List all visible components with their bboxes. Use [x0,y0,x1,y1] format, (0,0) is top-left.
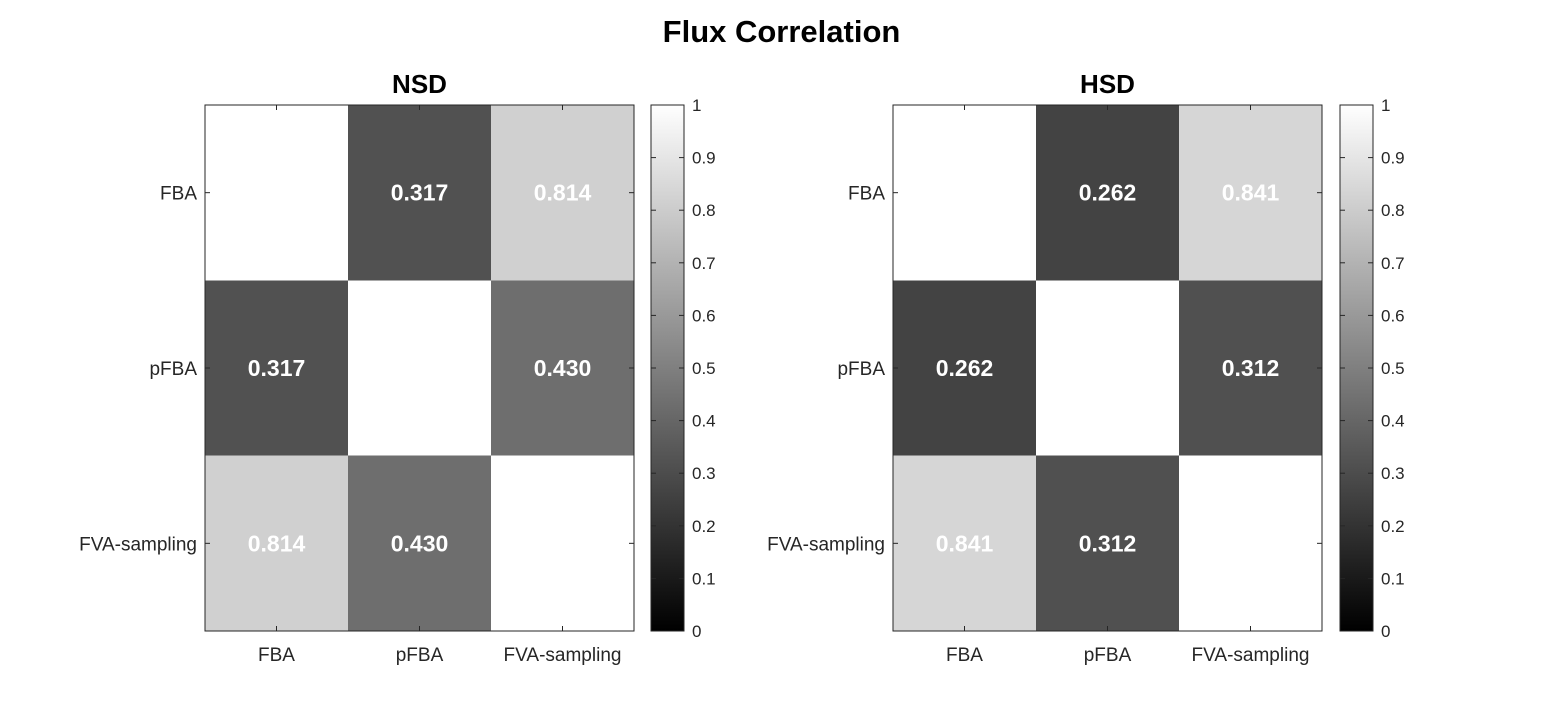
y-tick-label: FVA-sampling [767,534,885,555]
colorbar-tick-label: 0.4 [692,412,716,431]
colorbar-tick-label: 0 [1381,622,1390,641]
cell-value-label: 0.317 [248,355,306,381]
heatmap-cell [205,455,349,632]
heatmap-cell [348,105,492,281]
colorbar-tick-label: 0.6 [692,306,716,325]
colorbar-tick-label: 0.5 [1381,359,1405,378]
colorbar-tick-label: 0.1 [1381,569,1405,588]
colorbar-tick-label: 0.7 [1381,254,1405,273]
cell-value-label: 0.430 [534,355,592,381]
heatmap-cell [348,280,492,457]
colorbar-tick-label: 0.8 [1381,201,1405,220]
heatmap-cell [1179,280,1323,457]
colorbar-tick-label: 0 [692,622,701,641]
cell-value-label: 0.814 [248,530,306,556]
heatmap-cell [1036,105,1180,281]
heatmap-cell [205,105,349,281]
cell-value-label: 0.841 [1222,180,1280,206]
colorbar-tick-label: 0.6 [1381,306,1405,325]
cell-value-label: 0.814 [534,180,592,206]
y-tick-label: pFBA [149,359,197,380]
colorbar-tick-label: 0.4 [1381,412,1405,431]
x-tick-label: FBA [946,645,983,666]
heatmap-cell [893,455,1037,632]
heatmap-cell [205,280,349,457]
colorbar-tick-label: 0.9 [692,149,716,168]
subplot-title-nsd: NSD [392,69,447,99]
subplot-title-hsd: HSD [1080,69,1135,99]
colorbar-tick-label: 1 [692,96,701,115]
colorbar-tick-label: 0.7 [692,254,716,273]
heatmap-cell [1179,105,1323,281]
figure-title: Flux Correlation [662,14,901,49]
colorbar-tick-label: 1 [1381,96,1390,115]
colorbar-tick-label: 0.2 [1381,517,1405,536]
y-tick-label: pFBA [837,359,885,380]
cell-value-label: 0.317 [391,180,449,206]
colorbar-tick-label: 0.8 [692,201,716,220]
cell-value-label: 0.312 [1079,530,1137,556]
cell-value-label: 0.262 [936,355,994,381]
x-tick-label: FBA [258,645,295,666]
heatmap-cell [1179,455,1323,632]
y-tick-label: FBA [160,184,197,205]
colorbar-tick-label: 0.2 [692,517,716,536]
cell-value-label: 0.262 [1079,180,1137,206]
x-tick-label: FVA-sampling [1192,645,1310,666]
colorbar-tick-label: 0.3 [692,464,716,483]
heatmap-cell [893,280,1037,457]
cell-value-label: 0.841 [936,530,994,556]
heatmap-cell [491,455,635,632]
x-tick-label: pFBA [396,645,444,666]
colorbar-tick-label: 0.1 [692,569,716,588]
x-tick-label: FVA-sampling [504,645,622,666]
colorbar-tick-label: 0.3 [1381,464,1405,483]
heatmap-cell [1036,280,1180,457]
x-tick-label: pFBA [1084,645,1132,666]
heatmap-nsd: 0.317 0.814 0.317 0.430 0.814 0.430 FBA pFBA FVA… [79,69,716,666]
colorbar-hsd [1340,105,1373,631]
colorbar-tick-label: 0.5 [692,359,716,378]
y-tick-label: FVA-sampling [79,534,197,555]
heatmap-cell [1036,455,1180,632]
colorbar-tick-label: 0.9 [1381,149,1405,168]
heatmap-cell [491,105,635,281]
y-tick-label: FBA [848,184,885,205]
colorbar-nsd [651,105,684,631]
heatmap-cell [893,105,1037,281]
heatmap-hsd: 0.262 0.841 0.262 0.312 0.841 0.312 FBA pFBA FVA… [767,69,1405,666]
heatmap-cell [348,455,492,632]
heatmap-cell [491,280,635,457]
cell-value-label: 0.430 [391,530,449,556]
cell-value-label: 0.312 [1222,355,1280,381]
